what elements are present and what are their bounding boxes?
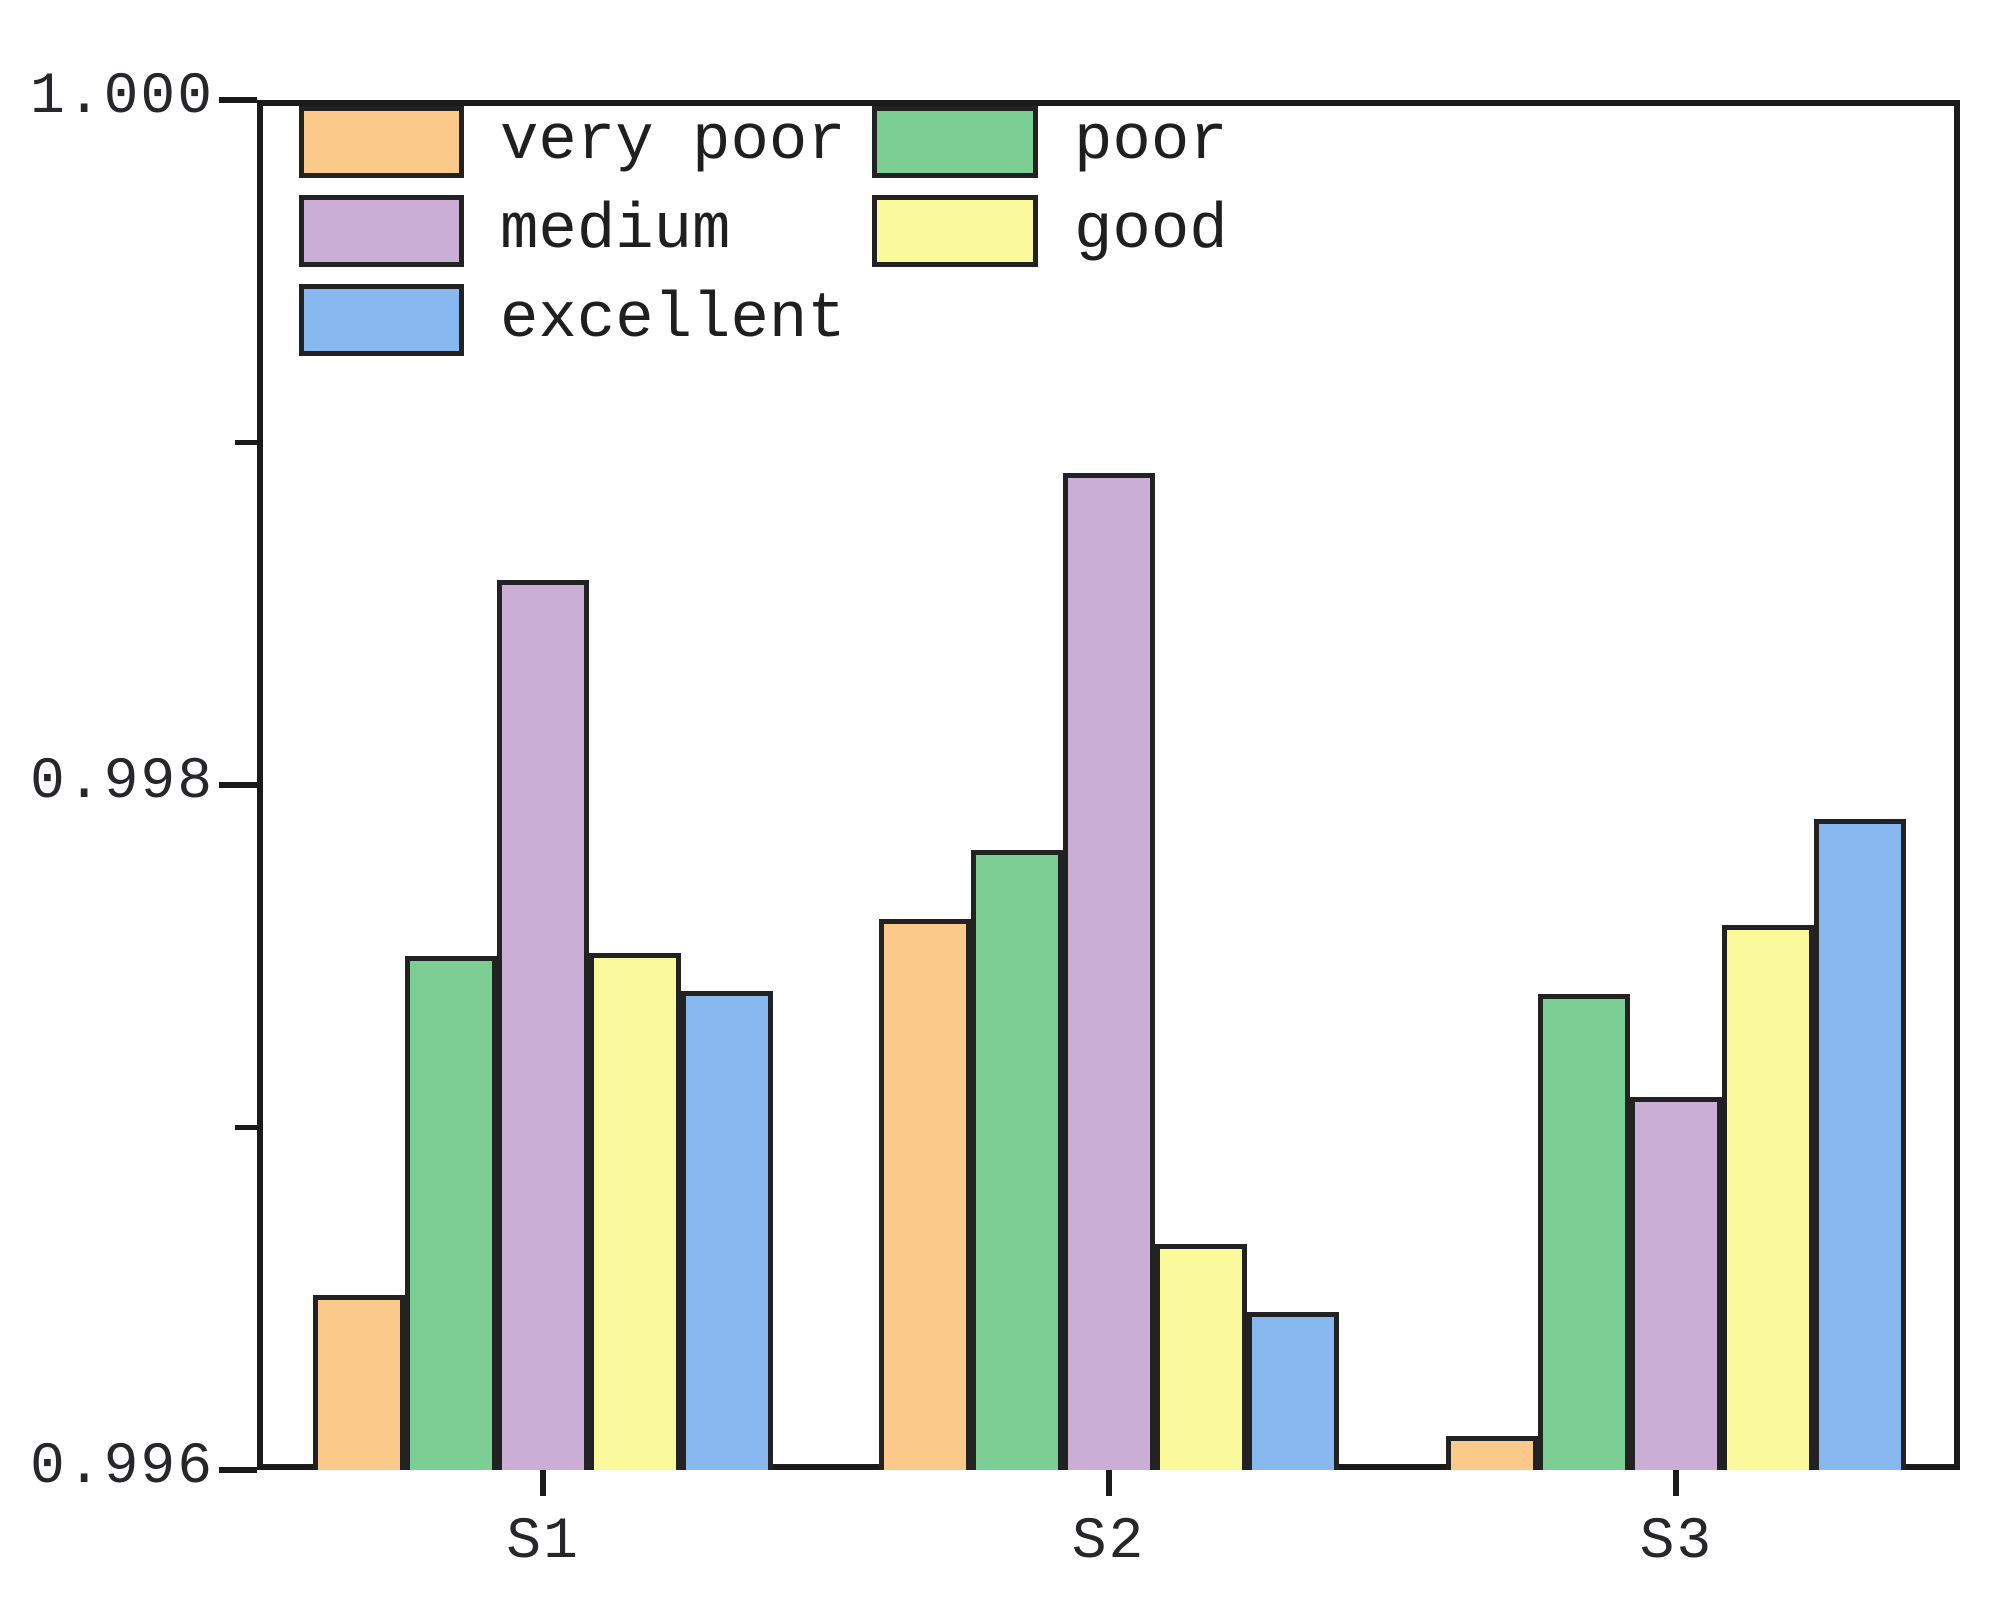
bar-s3-poor [1538, 993, 1631, 1470]
legend-swatch-poor [872, 106, 1038, 178]
bar-s1-good [589, 952, 682, 1470]
legend: very poor poor medium good excellent [299, 106, 1228, 356]
y-major-tick [219, 97, 257, 103]
legend-label-medium: medium [500, 195, 731, 267]
bar-s3-medium [1630, 1096, 1723, 1470]
bar-s2-medium [1062, 473, 1155, 1470]
legend-swatch-very-poor [299, 106, 464, 178]
legend-label-very-poor: very poor [500, 106, 846, 178]
y-major-tick [219, 782, 257, 788]
bar-s2-very-poor [878, 918, 971, 1470]
bar-s3-very-poor [1446, 1435, 1539, 1470]
bar-s1-poor [405, 956, 498, 1470]
bar-s3-excellent [1814, 819, 1907, 1470]
bar-s2-poor [970, 850, 1063, 1470]
bar-s2-excellent [1246, 1312, 1339, 1470]
legend-swatch-good [872, 195, 1038, 267]
bar-s3-good [1722, 925, 1815, 1470]
legend-label-excellent: excellent [500, 284, 846, 356]
y-minor-tick [235, 1125, 257, 1130]
bar-s1-excellent [681, 990, 774, 1470]
x-tick-label: S2 [1071, 1510, 1146, 1575]
legend-swatch-medium [299, 195, 464, 267]
bar-s1-very-poor [313, 1295, 406, 1470]
legend-label-good: good [1074, 195, 1228, 267]
x-tick [1673, 1470, 1680, 1496]
y-tick-label: 0.998 [30, 749, 215, 815]
y-tick-label: 1.000 [30, 64, 215, 130]
bar-s2-good [1154, 1243, 1247, 1470]
x-tick [540, 1470, 547, 1496]
y-minor-tick [235, 440, 257, 445]
bar-s1-medium [497, 579, 590, 1470]
legend-swatch-excellent [299, 284, 464, 356]
x-tick-label: S3 [1639, 1510, 1714, 1575]
x-tick [1105, 1470, 1112, 1496]
legend-label-poor: poor [1074, 106, 1228, 178]
x-tick-label: S1 [506, 1510, 580, 1575]
y-major-tick [219, 1467, 257, 1473]
y-tick-label: 0.996 [30, 1434, 215, 1500]
